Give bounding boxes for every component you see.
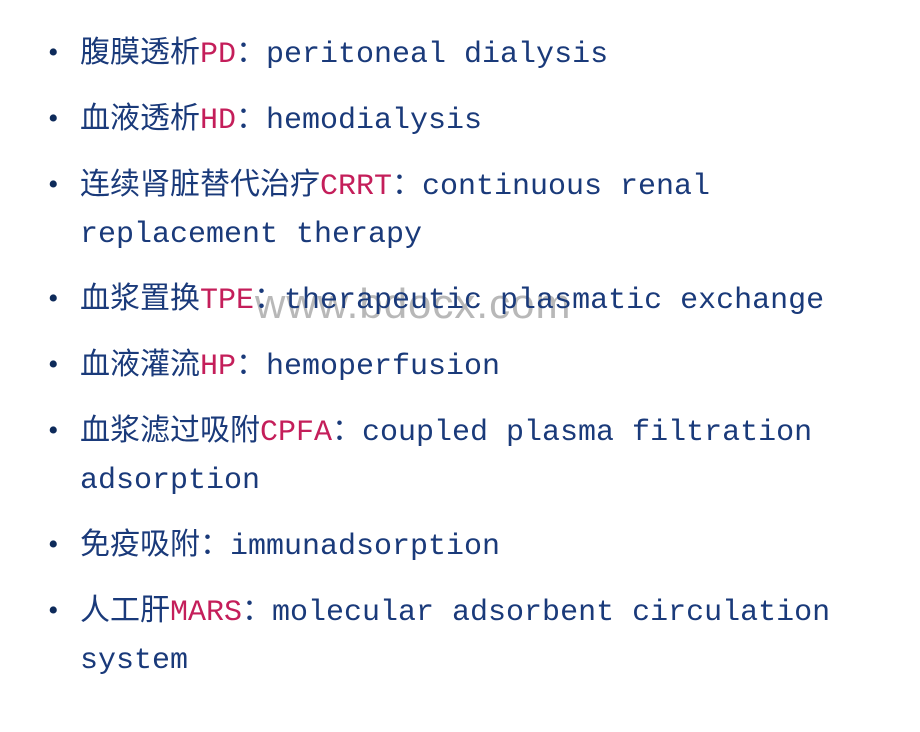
- separator: ：: [236, 102, 266, 135]
- slide-content: 腹膜透析PD：peritoneal dialysis 血液透析HD：hemodi…: [0, 0, 920, 732]
- separator: ：: [254, 282, 284, 315]
- separator: ：: [236, 36, 266, 69]
- english-term: hemoperfusion: [266, 350, 500, 384]
- separator: ：: [332, 414, 362, 447]
- chinese-term: 血浆滤过吸附: [80, 414, 260, 447]
- list-item: 人工肝MARS：molecular adsorbent circulation …: [40, 588, 880, 684]
- chinese-term: 免疫吸附: [80, 528, 200, 561]
- separator: ：: [242, 594, 272, 627]
- english-term: hemodialysis: [266, 104, 482, 138]
- list-item: 血液透析HD：hemodialysis: [40, 96, 880, 144]
- english-term: immunadsorption: [230, 530, 500, 564]
- abbreviation: TPE: [200, 284, 254, 318]
- english-term: peritoneal dialysis: [266, 38, 608, 72]
- separator: ：: [200, 528, 230, 561]
- abbreviation: HP: [200, 350, 236, 384]
- chinese-term: 血浆置换: [80, 282, 200, 315]
- english-term: therapeutic plasmatic exchange: [284, 284, 824, 318]
- chinese-term: 血液透析: [80, 102, 200, 135]
- list-item: 腹膜透析PD：peritoneal dialysis: [40, 30, 880, 78]
- chinese-term: 腹膜透析: [80, 36, 200, 69]
- list-item: 免疫吸附：immunadsorption: [40, 522, 880, 570]
- abbreviation: CPFA: [260, 416, 332, 450]
- separator: ：: [392, 168, 422, 201]
- terminology-list: 腹膜透析PD：peritoneal dialysis 血液透析HD：hemodi…: [40, 30, 880, 684]
- chinese-term: 血液灌流: [80, 348, 200, 381]
- list-item: 血浆置换TPE：therapeutic plasmatic exchange: [40, 276, 880, 324]
- separator: ：: [236, 348, 266, 381]
- abbreviation: MARS: [170, 596, 242, 630]
- chinese-term: 人工肝: [80, 594, 170, 627]
- chinese-term: 连续肾脏替代治疗: [80, 168, 320, 201]
- abbreviation: HD: [200, 104, 236, 138]
- list-item: 血浆滤过吸附CPFA：coupled plasma filtration ads…: [40, 408, 880, 504]
- abbreviation: PD: [200, 38, 236, 72]
- abbreviation: CRRT: [320, 170, 392, 204]
- list-item: 血液灌流HP：hemoperfusion: [40, 342, 880, 390]
- list-item: 连续肾脏替代治疗CRRT：continuous renal replacemen…: [40, 162, 880, 258]
